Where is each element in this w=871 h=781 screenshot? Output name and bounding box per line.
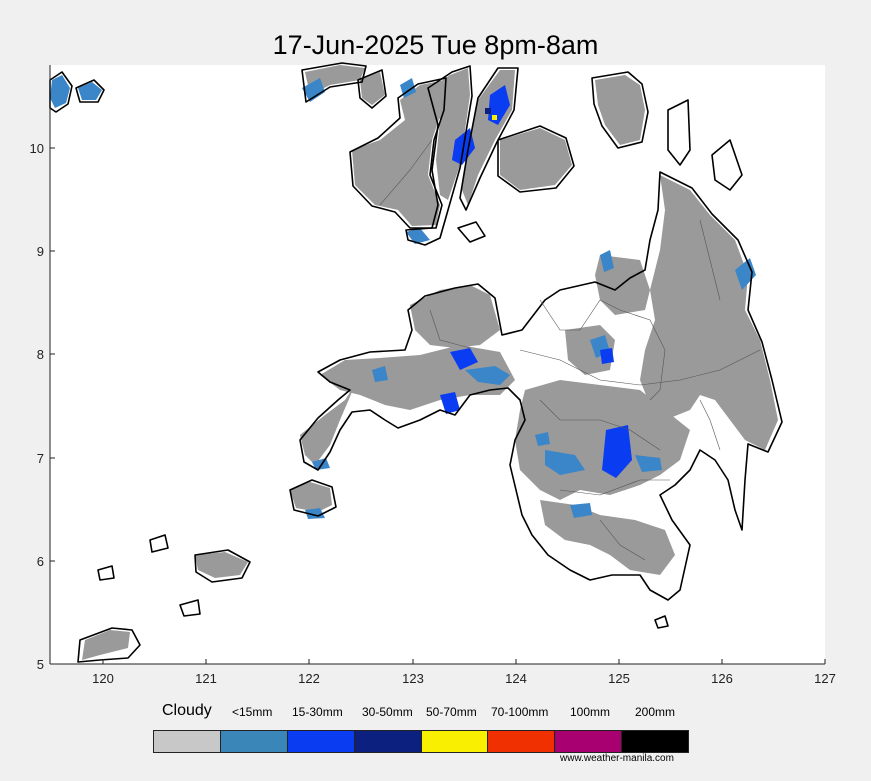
rain-intense-speck	[492, 115, 497, 120]
x-tick-label: 122	[298, 671, 320, 686]
legend-label: <15mm	[232, 705, 273, 719]
y-tick-labels: 10 9 8 7 6 5	[30, 141, 44, 672]
credit-text: www.weather-manila.com	[560, 753, 674, 764]
rain-heavy-speck	[485, 108, 491, 114]
legend-label: 15-30mm	[292, 705, 343, 719]
x-tick-label: 124	[505, 671, 527, 686]
legend-label: 70-100mm	[491, 705, 549, 719]
y-tick-label: 6	[37, 554, 44, 569]
province-borders	[379, 139, 761, 561]
legend-label: 50-70mm	[426, 705, 477, 719]
y-tick-label: 8	[37, 347, 44, 362]
axes	[49, 65, 826, 665]
legend-swatch	[421, 731, 489, 752]
y-tick-label: 7	[37, 451, 44, 466]
legend-swatch	[622, 731, 688, 752]
x-tick-label: 127	[814, 671, 836, 686]
x-tick-label: 126	[711, 671, 733, 686]
x-tick-label: 120	[92, 671, 114, 686]
legend-swatch	[287, 731, 355, 752]
legend-swatch	[488, 731, 556, 752]
legend-swatch	[354, 731, 422, 752]
legend-label: 100mm	[570, 705, 611, 719]
x-tick-label: 123	[402, 671, 424, 686]
legend-label: 200mm	[635, 705, 676, 719]
y-tick-label: 5	[37, 657, 44, 672]
legend-color-bar	[153, 730, 689, 753]
legend-label: 30-50mm	[362, 705, 413, 719]
legend-swatch	[220, 731, 288, 752]
x-tick-label: 121	[195, 671, 217, 686]
x-tick-label: 125	[608, 671, 630, 686]
x-tick-labels: 120 121 122 123 124 125 126 127	[92, 671, 836, 686]
y-tick-label: 9	[37, 244, 44, 259]
map-title: 17-Jun-2025 Tue 8pm-8am	[272, 30, 599, 60]
legend-swatch	[555, 731, 623, 752]
legend-title: Cloudy	[162, 702, 212, 719]
y-tick-label: 10	[30, 141, 44, 156]
legend-swatch	[154, 731, 221, 752]
coastlines	[49, 62, 783, 663]
